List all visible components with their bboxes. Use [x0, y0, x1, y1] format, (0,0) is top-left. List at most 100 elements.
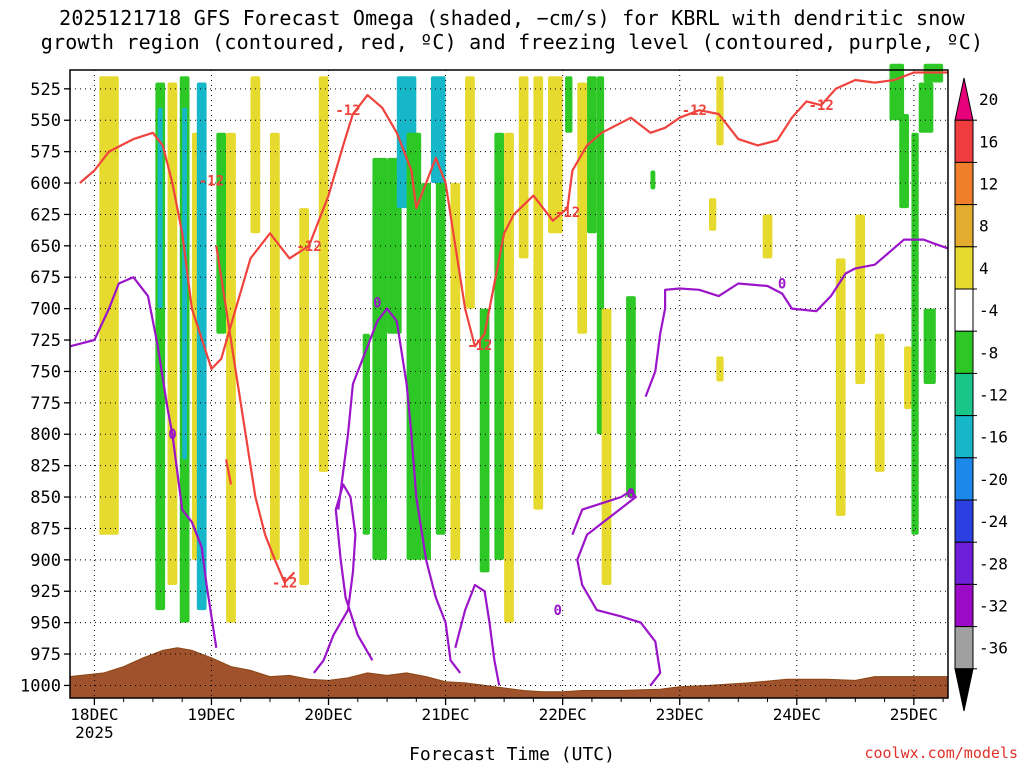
- omega-region-47: [911, 132, 919, 535]
- x-tick-label-24DEC: 24DEC: [773, 705, 821, 724]
- omega-region-12: [299, 208, 310, 585]
- omega-region-27: [518, 76, 529, 259]
- dgz-contour-label-6: -12: [682, 103, 707, 119]
- colorbar-swatch-11: [954, 541, 974, 585]
- chart-title-line2: growth region (contoured, red, ºC) and f…: [40, 30, 984, 54]
- omega-region-11: [269, 132, 280, 560]
- colorbar-label-4: 4: [979, 259, 989, 278]
- omega-region-35: [626, 296, 636, 498]
- colorbar-label-5: -4: [979, 301, 998, 320]
- x-tick-label-22DEC: 22DEC: [539, 705, 587, 724]
- omega-region-34: [601, 308, 612, 585]
- y-tick-label-625: 625: [30, 205, 61, 225]
- dgz-contour-label-1: -12: [296, 239, 321, 255]
- omega-region-39: [716, 356, 724, 382]
- chart-title-line1: 2025121718 GFS Forecast Omega (shaded, −…: [59, 6, 965, 30]
- omega-region-28: [533, 76, 544, 510]
- dgz-contour-line-0: [79, 71, 948, 370]
- colorbar-label-2: 12: [979, 175, 998, 194]
- omega-region-14: [362, 333, 370, 535]
- freezing-contour-label-2: 0: [627, 486, 635, 502]
- omega-region-18: [406, 132, 422, 560]
- omega-region-19: [421, 183, 431, 560]
- colorbar: 20 16 12 8 4 -4 -8 -12 -16 -20 -24 -28 -32 -36: [954, 77, 1008, 712]
- omega-region-43: [874, 333, 885, 472]
- omega-region-2: [157, 107, 163, 309]
- y-tick-label-900: 900: [30, 551, 61, 571]
- freezing-contour-line-0: [69, 276, 218, 648]
- colorbar-swatch-8: [954, 415, 974, 459]
- omega-region-31: [577, 82, 588, 334]
- y-tick-label-750: 750: [30, 362, 61, 382]
- omega-region-42: [855, 214, 866, 384]
- y-tick-label-925: 925: [30, 582, 61, 602]
- freezing-contour-label-0: 0: [168, 427, 176, 443]
- colorbar-label-1: 16: [979, 132, 998, 151]
- colorbar-swatch-12: [954, 583, 974, 628]
- freezing-contour-label-4: 0: [778, 277, 786, 293]
- colorbar-label-12: -32: [979, 597, 1008, 616]
- dgz-contour-label-7: -12: [809, 98, 834, 114]
- omega-region-26: [504, 132, 514, 623]
- omega-region-41: [835, 258, 846, 516]
- colorbar-swatch-1: [954, 119, 974, 163]
- dgz-contour-line-2: [225, 459, 233, 485]
- x-tick-label-25DEC: 25DEC: [890, 705, 938, 724]
- y-tick-label-575: 575: [30, 143, 61, 163]
- dgz-contour-label-0: -12: [199, 174, 224, 190]
- y-tick-label-525: 525: [30, 80, 61, 100]
- colorbar-swatch-2: [954, 161, 974, 206]
- freezing-contour-line-2: [337, 307, 462, 674]
- colorbar-swatch-bottom: [954, 668, 974, 712]
- x-tick-label-23DEC: 23DEC: [656, 705, 704, 724]
- freezing-contour-line-1: [313, 483, 374, 674]
- y-tick-label-700: 700: [30, 300, 61, 320]
- colorbar-label-3: 8: [979, 217, 989, 236]
- omega-region-48: [918, 82, 934, 133]
- omega-region-44: [889, 63, 905, 121]
- omega-region-46: [904, 346, 912, 410]
- omega-region-0: [99, 76, 119, 535]
- dgz-contour-label-2: -12: [335, 103, 360, 119]
- y-tick-label-975: 975: [30, 645, 61, 665]
- omega-region-37: [708, 198, 717, 231]
- y-tick-label-1000: 1000: [20, 676, 61, 696]
- colorbar-label-9: -20: [979, 470, 1008, 489]
- omega-region-24: [479, 308, 490, 573]
- omega-region-21: [430, 76, 446, 184]
- colorbar-label-0: 20: [979, 90, 998, 109]
- omega-region-49: [923, 308, 936, 384]
- terrain-fill: [69, 647, 949, 699]
- omega-time-height-chart: -12 -12 -12 -12 -12 -12 -12 -12 0 0 0 0 0 525 550 575…: [20, 63, 1008, 742]
- y-tick-label-850: 850: [30, 488, 61, 508]
- dgz-contour-label-3: -12: [272, 575, 297, 591]
- omega-region-7: [196, 82, 207, 611]
- dendritic-growth-contours: -12 -12 -12 -12 -12 -12 -12 -12: [79, 71, 948, 591]
- terrain-surface: [69, 647, 949, 699]
- x-tick-label-20DEC: 20DEC: [304, 705, 352, 724]
- freezing-level-contours: 0 0 0 0 0: [69, 238, 949, 687]
- freezing-contour-line-4: [571, 489, 662, 687]
- colorbar-swatch-9: [954, 457, 974, 501]
- y-tick-label-550: 550: [30, 111, 61, 131]
- colorbar-label-11: -28: [979, 554, 1008, 573]
- axes: 525 550 575 600 625 650 675 700 725 750 775 800 825 8…: [20, 69, 949, 742]
- omega-region-15: [372, 157, 388, 560]
- colorbar-swatch-7: [954, 372, 974, 417]
- x-tick-label-21DEC: 21DEC: [422, 705, 470, 724]
- omega-region-29: [548, 76, 563, 234]
- colorbar-swatch-6: [954, 330, 974, 374]
- omega-region-38: [716, 76, 724, 146]
- dgz-contour-label-4: -12: [467, 338, 492, 354]
- omega-region-45: [899, 113, 909, 209]
- omega-region-23: [465, 76, 475, 309]
- omega-region-5: [182, 107, 188, 460]
- y-tick-label-650: 650: [30, 237, 61, 257]
- freezing-contour-line-5: [644, 238, 949, 397]
- omega-region-36: [650, 170, 656, 190]
- omega-region-10: [250, 76, 261, 234]
- y-tick-label-800: 800: [30, 425, 61, 445]
- colorbar-swatch-10: [954, 499, 974, 543]
- colorbar-swatch-5: [954, 288, 974, 332]
- omega-region-3: [167, 82, 178, 585]
